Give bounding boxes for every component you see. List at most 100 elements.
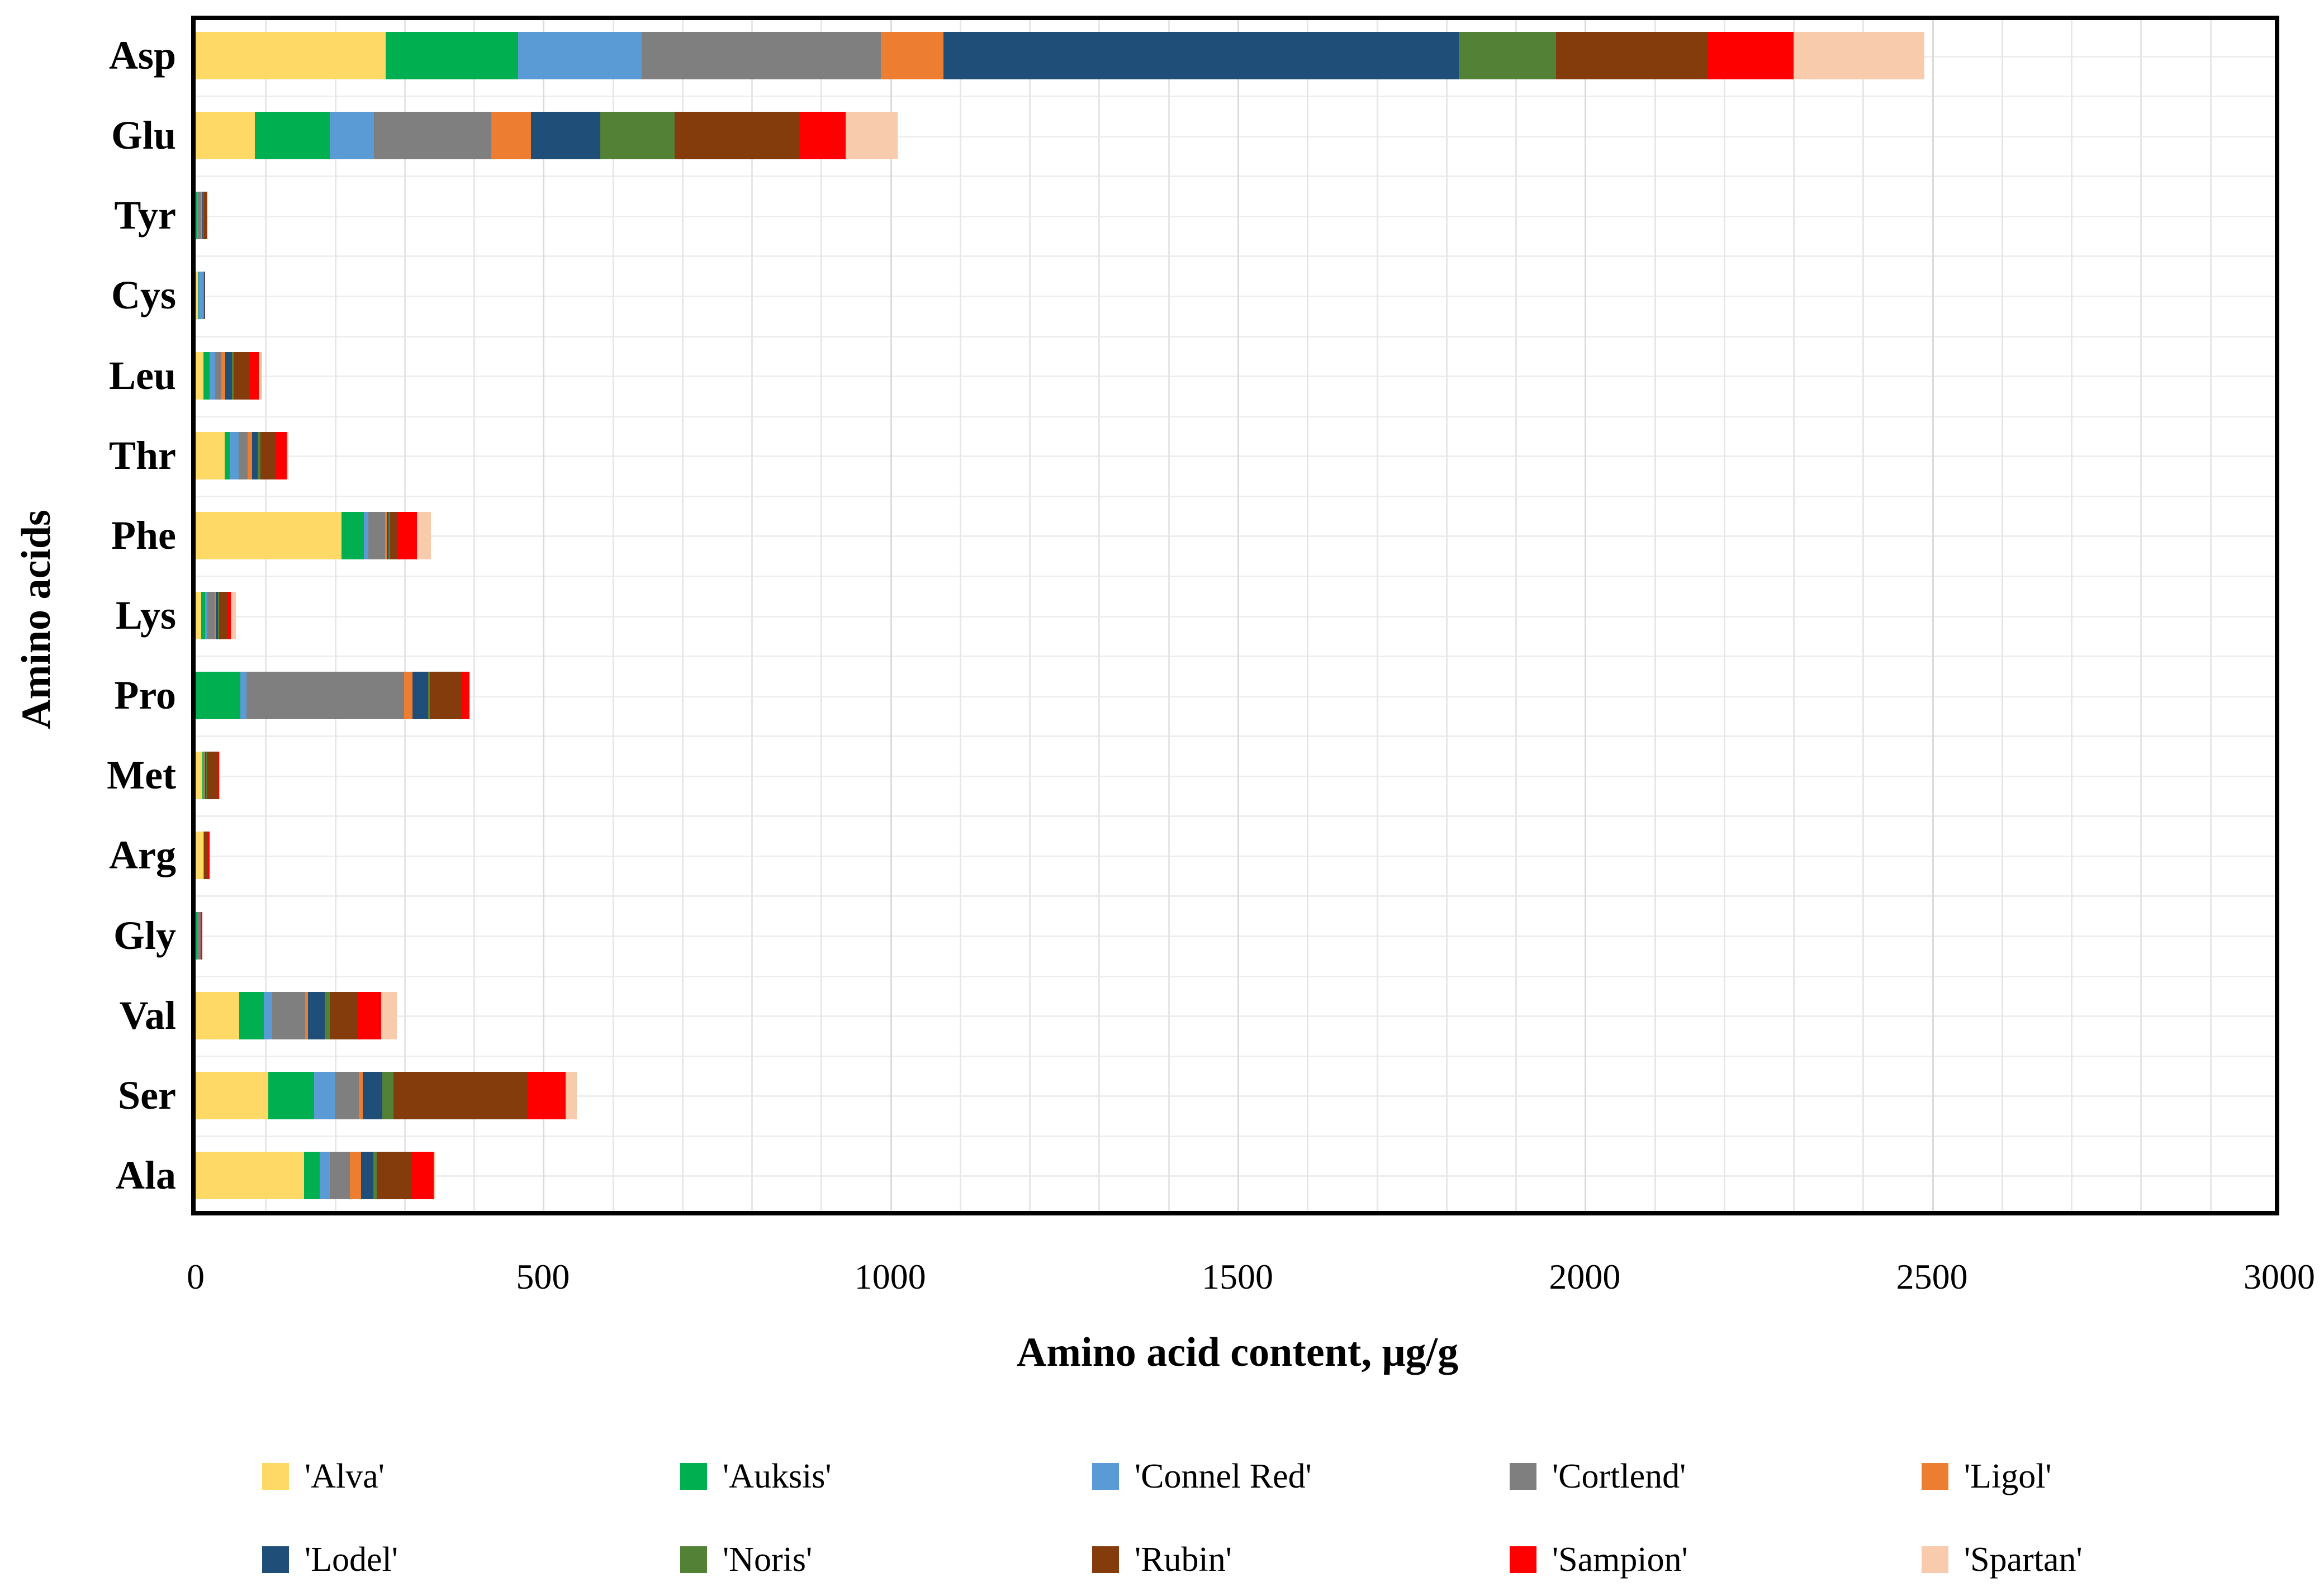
bar-row-pro	[196, 672, 469, 720]
vertical-gridline	[612, 20, 614, 1211]
bar-segment-noris	[203, 192, 204, 240]
bar-segment-alva	[196, 32, 386, 80]
bar-segment-noris	[428, 672, 430, 720]
bar-segment-noris	[325, 991, 330, 1039]
bar-segment-noris	[388, 511, 390, 559]
category-label-leu: Leu	[108, 353, 176, 398]
bar-segment-spartan	[286, 431, 289, 479]
bar-segment-connel-red	[198, 272, 203, 320]
bar-row-tyr	[196, 192, 208, 240]
vertical-gridline	[751, 20, 753, 1211]
horizontal-gridline	[196, 255, 2275, 258]
bar-segment-auksis	[386, 32, 518, 80]
legend-item-connel-red: 'Connel Red'	[1092, 1457, 1312, 1495]
bar-segment-auksis	[196, 911, 197, 960]
bar-segment-ligol	[385, 511, 387, 559]
bar-segment-ligol	[359, 1071, 363, 1119]
vertical-gridline	[1168, 20, 1170, 1211]
bar-segment-rubin	[675, 112, 800, 160]
horizontal-gridline	[196, 855, 2275, 857]
vertical-gridline	[1793, 20, 1795, 1211]
category-label-ala: Ala	[116, 1152, 176, 1198]
bar-row-gly	[196, 911, 203, 960]
bar-segment-noris	[600, 112, 675, 160]
bar-segment-spartan	[846, 112, 898, 160]
bar-segment-sampion	[527, 1071, 566, 1119]
bar-segment-alva	[196, 431, 225, 479]
bar-segment-connel-red	[203, 752, 204, 800]
bar-segment-auksis	[203, 352, 210, 400]
bar-segment-ligol	[214, 592, 216, 639]
bar-segment-cortlend	[329, 1151, 350, 1199]
vertical-gridline	[890, 20, 892, 1211]
bar-segment-rubin	[219, 592, 227, 639]
category-label-asp: Asp	[108, 33, 176, 78]
x-tick-0: 0	[187, 1257, 205, 1296]
bar-segment-alva	[196, 1151, 304, 1199]
horizontal-gridline	[196, 895, 2275, 897]
horizontal-gridline	[196, 415, 2275, 417]
bar-segment-lodel	[386, 511, 389, 559]
bar-segment-rubin	[260, 431, 277, 479]
bar-segment-sampion	[411, 1151, 434, 1199]
category-label-glu: Glu	[111, 113, 176, 158]
bar-segment-auksis	[201, 592, 206, 639]
bar-segment-connel-red	[518, 32, 642, 80]
legend-label: 'Rubin'	[1135, 1540, 1232, 1579]
legend-swatch	[1922, 1546, 1948, 1573]
x-axis-title: Amino acid content, μg/g	[1016, 1329, 1459, 1375]
bar-segment-alva	[196, 832, 203, 880]
legend-swatch	[262, 1463, 289, 1490]
bar-segment-auksis	[303, 1151, 320, 1199]
bar-segment-connel-red	[240, 672, 246, 720]
bar-segment-noris	[1459, 32, 1557, 80]
legend-item-noris: 'Noris'	[680, 1541, 812, 1579]
legend-label: 'Cortlend'	[1552, 1457, 1686, 1495]
bar-segment-spartan	[566, 1071, 577, 1119]
vertical-gridline	[265, 20, 267, 1211]
bar-segment-alva	[196, 272, 198, 320]
horizontal-gridline	[196, 1135, 2275, 1137]
vertical-gridline	[820, 20, 823, 1211]
legend-item-ligol: 'Ligol'	[1922, 1457, 2052, 1495]
bar-segment-lodel	[363, 1071, 383, 1119]
horizontal-gridline	[196, 376, 2275, 378]
horizontal-gridline	[196, 775, 2275, 777]
legend-label: 'Sampion'	[1552, 1540, 1688, 1579]
bar-segment-connel-red	[329, 112, 374, 160]
bar-segment-connel-red	[229, 431, 239, 479]
vertical-gridline	[1098, 20, 1101, 1211]
bar-segment-ligol	[491, 112, 532, 160]
bar-segment-connel-red	[263, 991, 272, 1039]
bar-segment-cortlend	[203, 832, 204, 880]
legend-label: 'Connel Red'	[1135, 1457, 1312, 1495]
bar-segment-rubin	[329, 991, 358, 1039]
horizontal-gridline	[196, 935, 2275, 938]
horizontal-gridline	[196, 135, 2275, 137]
horizontal-gridline	[196, 975, 2275, 977]
x-tick-2500: 2500	[1896, 1257, 1968, 1296]
horizontal-gridline	[196, 695, 2275, 697]
legend-item-auksis: 'Auksis'	[680, 1457, 832, 1495]
legend-label: 'Auksis'	[723, 1457, 832, 1495]
bar-segment-ligol	[221, 352, 226, 400]
bar-segment-lodel	[943, 32, 1459, 80]
category-label-ser: Ser	[118, 1072, 176, 1118]
bar-segment-sampion	[462, 672, 469, 720]
legend-swatch	[1092, 1546, 1119, 1573]
bar-segment-ligol	[881, 32, 944, 80]
bar-segment-auksis	[268, 1071, 315, 1119]
horizontal-gridline	[196, 615, 2275, 618]
vertical-gridline	[334, 20, 336, 1211]
bar-segment-noris	[206, 752, 207, 800]
horizontal-gridline	[196, 96, 2275, 98]
vertical-gridline	[1862, 20, 1865, 1211]
vertical-gridline	[2001, 20, 2003, 1211]
bar-row-arg	[196, 832, 210, 880]
bar-segment-cortlend	[641, 32, 881, 80]
horizontal-gridline	[196, 175, 2275, 178]
bar-segment-spartan	[417, 511, 431, 559]
horizontal-gridline	[196, 815, 2275, 818]
bar-segment-rubin	[206, 752, 217, 800]
